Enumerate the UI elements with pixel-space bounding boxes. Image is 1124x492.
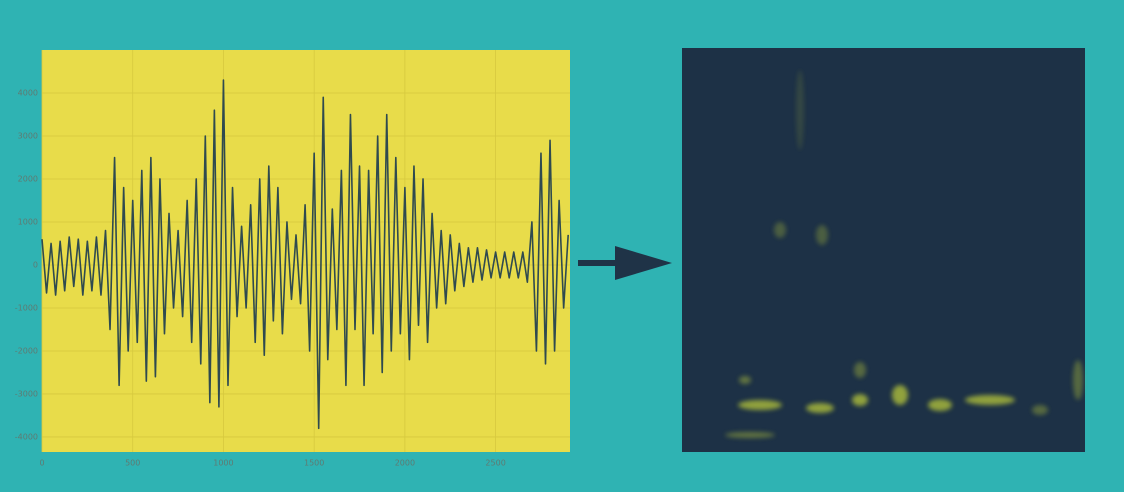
y-tick-label: -2000 bbox=[15, 346, 38, 355]
x-tick-label: 2500 bbox=[485, 459, 505, 468]
x-tick-label: 0 bbox=[39, 459, 44, 468]
x-tick-label: 1000 bbox=[213, 459, 233, 468]
y-tick-label: -4000 bbox=[15, 432, 38, 441]
y-tick-label: 4000 bbox=[18, 88, 38, 97]
y-tick-label: 3000 bbox=[18, 131, 38, 140]
y-tick-label: 0 bbox=[33, 260, 38, 269]
x-tick-label: 2000 bbox=[395, 459, 415, 468]
spectrogram bbox=[682, 48, 1085, 452]
y-tick-label: 2000 bbox=[18, 174, 38, 183]
spectrogram-background bbox=[682, 48, 1085, 452]
x-tick-label: 1500 bbox=[304, 459, 324, 468]
y-tick-label: -3000 bbox=[15, 389, 38, 398]
y-tick-label: -1000 bbox=[15, 303, 38, 312]
x-tick-label: 500 bbox=[125, 459, 140, 468]
illustration: 4000 3000 2000 1000 0 -1000 -2000 -3000 -4000 0 50… bbox=[0, 0, 1124, 492]
y-tick-label: 1000 bbox=[18, 217, 38, 226]
